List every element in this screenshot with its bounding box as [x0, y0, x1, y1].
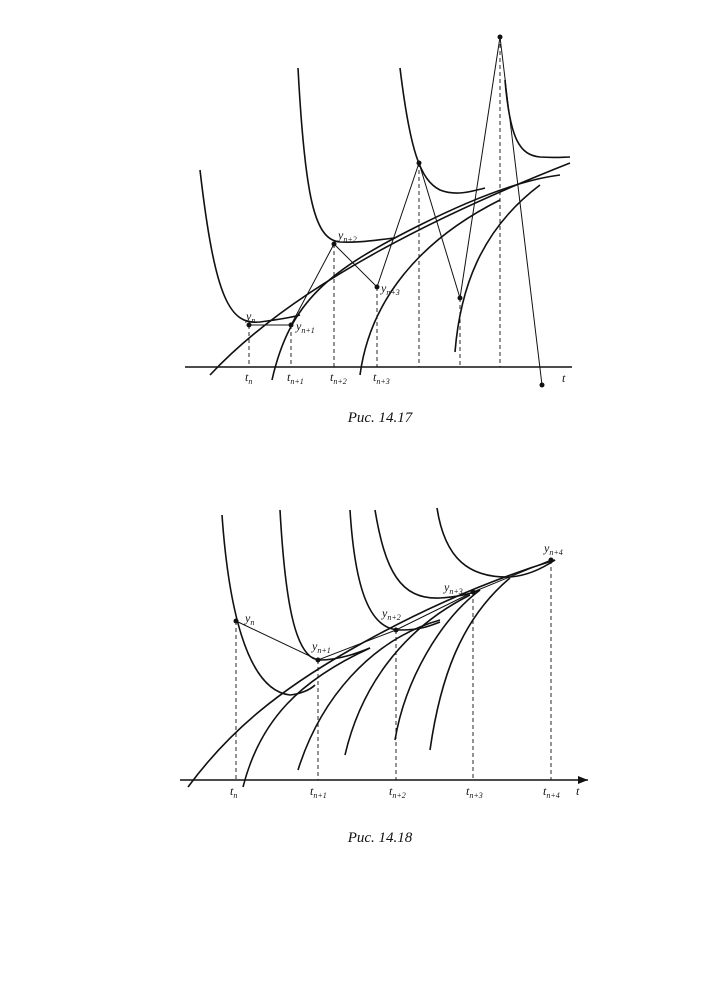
- points: [246, 34, 545, 388]
- tick-label: tn+1: [310, 784, 327, 800]
- caption: Рис. 14.18: [347, 830, 413, 846]
- point-label: yn: [244, 611, 254, 627]
- point-label: yn+1: [295, 319, 315, 335]
- point-label: yn+3: [443, 580, 463, 596]
- figure-14-18: yn yn+1 yn+2 yn+3 yn+4 tn tn+1 tn+2 tn+3…: [180, 507, 588, 846]
- axis-label: t: [576, 784, 580, 798]
- step-lines: [249, 36, 543, 386]
- point-label: yn+1: [311, 639, 331, 655]
- axis-label: t: [562, 371, 566, 385]
- tick-label: tn: [245, 370, 252, 386]
- caption: Рис. 14.17: [347, 410, 414, 426]
- figure-14-17: yn yn+1 yn+2 yn+3 tn tn+1 tn+2 tn+3 t Ри…: [185, 34, 572, 426]
- tick-label: tn: [230, 784, 237, 800]
- dashed-lines: [248, 37, 501, 367]
- tick-label: tn+2: [330, 370, 347, 386]
- tick-label: tn+1: [287, 370, 304, 386]
- axis-arrow: [578, 776, 588, 784]
- point-label: yn+4: [543, 541, 563, 557]
- point-label: yn+2: [337, 228, 357, 244]
- tick-label: tn+4: [543, 784, 560, 800]
- tick-label: tn+3: [373, 370, 390, 386]
- tick-label: tn+3: [466, 784, 483, 800]
- point-label: yn+3: [380, 281, 400, 297]
- point-label: yn+2: [381, 606, 401, 622]
- dashed-lines: [235, 560, 552, 780]
- tick-label: tn+2: [389, 784, 406, 800]
- points: [233, 557, 554, 663]
- point-label: yn: [245, 309, 255, 325]
